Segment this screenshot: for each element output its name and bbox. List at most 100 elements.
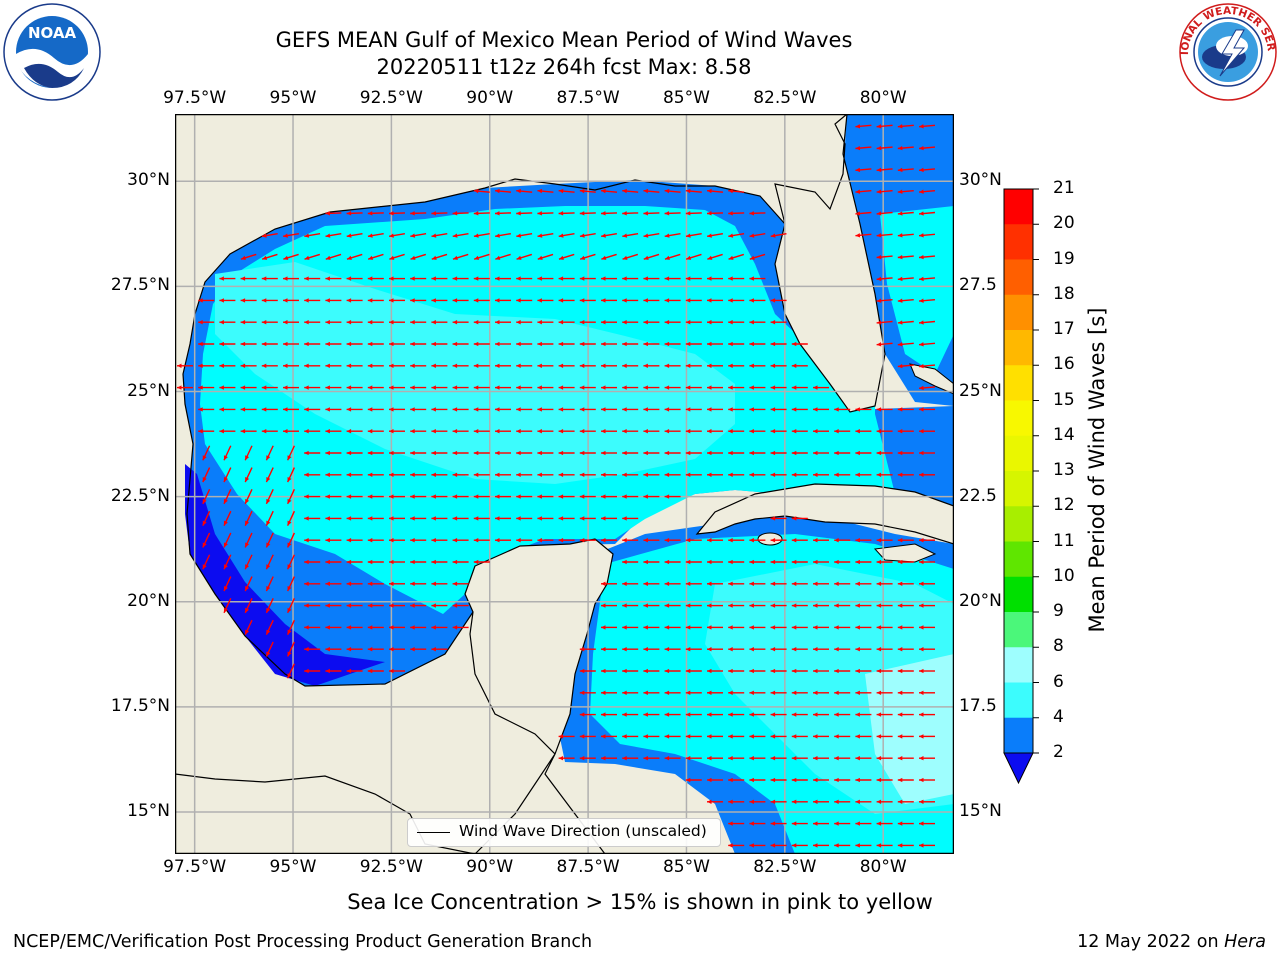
wave-direction-arrow: [707, 253, 723, 260]
wave-direction-arrow: [664, 559, 681, 565]
wave-direction-arrow: [707, 429, 723, 434]
wave-direction-arrow: [643, 407, 660, 412]
wave-direction-arrow: [579, 429, 596, 434]
wave-direction-arrow: [897, 712, 914, 717]
wave-direction-arrow: [601, 363, 617, 368]
wave-direction-arrow: [601, 472, 617, 477]
wave-direction-arrow: [834, 734, 851, 739]
wave-direction-arrow: [622, 668, 639, 674]
wave-direction-arrow: [770, 407, 787, 412]
wave-direction-arrow: [643, 581, 660, 586]
wave-direction-arrow: [558, 756, 575, 761]
wave-direction-arrow: [791, 799, 808, 804]
wave-direction-arrow: [876, 581, 893, 586]
wave-direction-arrow: [728, 690, 745, 695]
wave-direction-arrow: [876, 799, 893, 804]
wave-direction-arrow: [240, 320, 257, 325]
wave-direction-arrow: [791, 363, 808, 368]
wave-direction-arrow: [389, 494, 405, 499]
wave-direction-arrow: [685, 734, 702, 739]
wave-direction-arrow: [537, 253, 554, 260]
wave-direction-arrow: [537, 429, 554, 434]
wave-direction-arrow: [219, 363, 236, 368]
wave-direction-arrow: [452, 450, 469, 456]
wave-direction-arrow: [325, 581, 342, 586]
wave-direction-arrow: [431, 363, 448, 368]
wave-direction-arrow: [410, 298, 427, 303]
lon-tick-label: 82.5°W: [753, 88, 817, 108]
wave-direction-arrow: [622, 538, 639, 543]
wave-direction-arrow: [749, 712, 766, 717]
wave-direction-arrow: [855, 472, 872, 477]
wave-direction-arrow: [664, 188, 681, 194]
wave-direction-arrow: [325, 341, 342, 347]
wave-direction-arrow: [537, 188, 554, 194]
wave-direction-arrow: [223, 445, 232, 461]
wave-direction-arrow: [664, 647, 681, 652]
wave-direction-arrow: [897, 407, 914, 412]
wave-direction-arrow: [728, 821, 745, 826]
wave-direction-arrow: [579, 320, 596, 325]
wave-direction-arrow: [685, 407, 702, 412]
wave-direction-arrow: [601, 516, 617, 521]
wave-direction-arrow: [897, 559, 914, 565]
wave-direction-arrow: [834, 603, 851, 608]
wave-direction-arrow: [579, 756, 596, 761]
wave-direction-arrow: [791, 385, 808, 390]
wave-direction-arrow: [685, 253, 702, 260]
wave-direction-arrow: [876, 559, 893, 565]
wave-direction-arrow: [452, 559, 469, 565]
wave-direction-arrow: [431, 276, 448, 281]
wave-direction-arrow: [813, 603, 829, 608]
wave-direction-arrow: [473, 232, 490, 238]
wave-direction-arrow: [346, 429, 363, 434]
wave-direction-arrow: [664, 298, 681, 303]
colorbar-under-extend: [1003, 752, 1034, 785]
wave-direction-arrow: [685, 668, 702, 674]
colorbar-segment: [1004, 576, 1033, 613]
wave-direction-arrow: [707, 756, 723, 761]
wave-direction-arrow: [389, 320, 405, 325]
wave-direction-arrow: [834, 450, 851, 456]
wave-direction-arrow: [791, 581, 808, 586]
wave-direction-arrow: [219, 341, 236, 347]
wave-direction-arrow: [664, 341, 681, 347]
wave-direction-arrow: [643, 253, 660, 260]
wave-direction-arrow: [346, 647, 363, 652]
wave-direction-arrow: [283, 298, 299, 303]
wave-direction-arrow: [664, 712, 681, 717]
wave-direction-arrow: [495, 516, 511, 521]
colorbar-segment: [1004, 717, 1033, 753]
wave-direction-arrow: [919, 799, 935, 804]
wave-direction-arrow: [265, 532, 274, 548]
wave-direction-arrow: [855, 581, 872, 586]
wave-direction-arrow: [452, 363, 469, 368]
wave-direction-arrow: [346, 559, 363, 565]
wave-direction-arrow: [495, 341, 511, 347]
wave-direction-arrow: [643, 756, 660, 761]
wave-direction-arrow: [495, 538, 511, 543]
wave-direction-arrow: [685, 581, 702, 586]
wave-direction-arrow: [202, 467, 211, 483]
wave-direction-arrow: [389, 407, 405, 412]
wave-direction-arrow: [707, 734, 723, 739]
wave-direction-arrow: [325, 538, 342, 543]
wave-direction-arrow: [897, 690, 914, 695]
wave-direction-arrow: [876, 734, 893, 739]
wave-direction-arrow: [855, 145, 872, 151]
wave-direction-arrow: [579, 690, 596, 695]
colorbar-segment: [1004, 541, 1033, 578]
wave-direction-arrow: [728, 756, 745, 761]
wave-direction-arrow: [202, 554, 211, 570]
lon-tick-label: 90°W: [466, 857, 514, 877]
wave-direction-arrow: [622, 363, 639, 368]
wave-direction-arrow: [685, 211, 702, 216]
wave-direction-arrow: [223, 510, 232, 526]
colorbar-tick-label: 14: [1053, 424, 1075, 445]
wave-direction-arrow: [728, 385, 745, 390]
wave-direction-arrow: [431, 559, 448, 565]
gulf-level-6-8: [215, 262, 735, 484]
wave-direction-arrow: [876, 124, 893, 129]
wave-direction-arrow: [579, 276, 596, 281]
wave-direction-arrow: [389, 668, 405, 674]
